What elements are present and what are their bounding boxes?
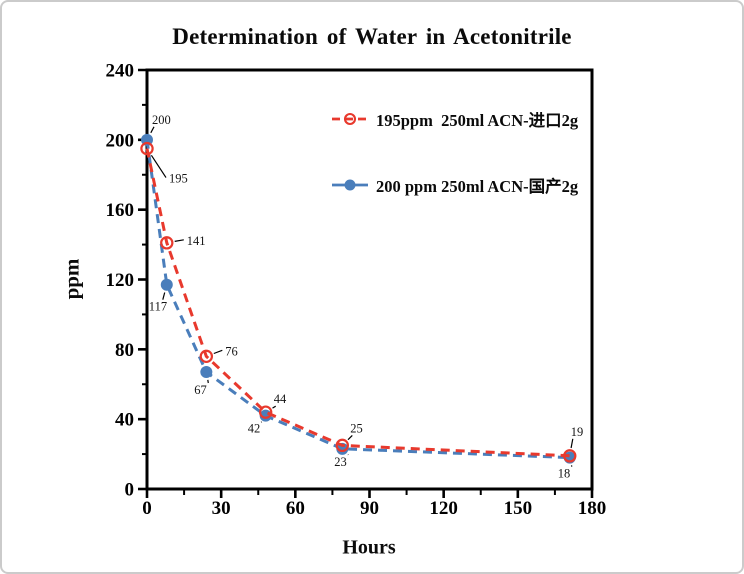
solid-line-filled-circle-icon xyxy=(332,179,368,191)
label-leader-line xyxy=(570,438,574,449)
data-point-open-circle xyxy=(160,236,174,250)
data-point-label: 23 xyxy=(334,455,347,469)
y-tick-label: 240 xyxy=(106,61,135,82)
x-tick-label: 0 xyxy=(142,498,152,519)
x-tick-label: 120 xyxy=(429,498,458,519)
data-point-open-circle xyxy=(199,349,214,364)
data-point-label: 44 xyxy=(274,392,287,406)
legend-label-imported: 195ppm 250ml ACN-进口2g xyxy=(376,111,579,130)
legend-item-imported-acn: 195ppm 250ml ACN-进口2g xyxy=(331,109,579,130)
x-tick-label: 90 xyxy=(360,498,379,519)
data-point-open-circle xyxy=(140,141,154,156)
label-leader-line xyxy=(347,434,353,441)
y-tick-label: 160 xyxy=(106,200,135,221)
data-point-label: 76 xyxy=(225,344,238,358)
x-axis-title: Hours xyxy=(342,536,396,559)
chart-title: Determination of Water in Acetonitrile xyxy=(172,24,572,49)
label-leader-line xyxy=(174,239,184,242)
data-point-label: 200 xyxy=(152,113,171,127)
data-point-open-circle xyxy=(258,405,273,419)
label-leader-line xyxy=(207,379,209,384)
legend-marker-open-circle xyxy=(343,112,357,126)
series-line-0 xyxy=(145,148,570,458)
data-point-open-circle xyxy=(563,449,577,463)
legend-item-domestic-acn: 200 ppm 250ml ACN-国产2g xyxy=(331,175,579,196)
x-tick-label: 150 xyxy=(504,498,533,519)
series-line-1 xyxy=(145,139,570,460)
plot-frame xyxy=(145,68,594,491)
data-point-label: 195 xyxy=(169,172,188,186)
y-tick-label: 80 xyxy=(115,340,134,361)
label-leader-line xyxy=(213,349,223,355)
data-point-filled-circle xyxy=(160,278,173,291)
data-point-label: 141 xyxy=(187,234,206,248)
data-point-label: 67 xyxy=(194,383,207,397)
y-tick-label: 40 xyxy=(115,410,134,431)
y-tick-label: 0 xyxy=(125,480,135,501)
y-tick-label: 120 xyxy=(106,270,135,291)
data-point-label: 25 xyxy=(350,421,363,435)
label-leader-line xyxy=(260,421,263,423)
data-point-label: 18 xyxy=(558,467,571,481)
label-leader-line xyxy=(150,154,167,178)
data-point-filled-circle xyxy=(200,366,213,379)
data-point-label: 42 xyxy=(248,422,261,436)
label-leader-line xyxy=(272,405,277,409)
y-tick-label: 200 xyxy=(106,130,135,151)
legend-marker-filled-circle xyxy=(344,179,356,191)
data-point-label: 19 xyxy=(571,425,584,439)
x-tick-label: 180 xyxy=(578,498,607,519)
data-point-filled-circle xyxy=(336,442,349,455)
label-leader-line xyxy=(150,126,155,134)
data-point-label: 117 xyxy=(149,300,167,314)
x-tick-label: 30 xyxy=(212,498,231,519)
dashed-line-open-circle-icon xyxy=(332,112,368,126)
legend-label-domestic: 200 ppm 250ml ACN-国产2g xyxy=(376,177,579,196)
data-point-open-circle xyxy=(335,438,350,453)
x-tick-label: 60 xyxy=(286,498,305,519)
label-leader-line xyxy=(162,292,166,300)
